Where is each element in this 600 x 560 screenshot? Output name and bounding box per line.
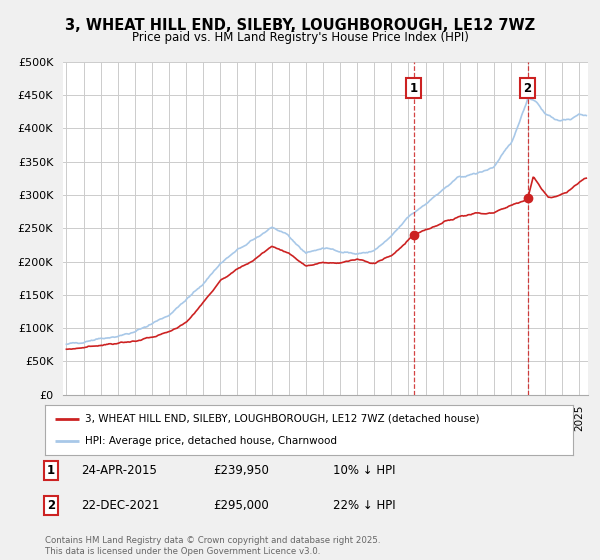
Text: 3, WHEAT HILL END, SILEBY, LOUGHBOROUGH, LE12 7WZ: 3, WHEAT HILL END, SILEBY, LOUGHBOROUGH,…	[65, 18, 535, 33]
Text: £295,000: £295,000	[213, 499, 269, 512]
Text: Contains HM Land Registry data © Crown copyright and database right 2025.
This d: Contains HM Land Registry data © Crown c…	[45, 536, 380, 556]
Text: 24-APR-2015: 24-APR-2015	[81, 464, 157, 477]
Text: 1: 1	[410, 82, 418, 95]
Text: 1: 1	[47, 464, 55, 477]
Text: 2: 2	[524, 82, 532, 95]
Text: 10% ↓ HPI: 10% ↓ HPI	[333, 464, 395, 477]
Text: Price paid vs. HM Land Registry's House Price Index (HPI): Price paid vs. HM Land Registry's House …	[131, 31, 469, 44]
Text: 22% ↓ HPI: 22% ↓ HPI	[333, 499, 395, 512]
Text: £239,950: £239,950	[213, 464, 269, 477]
Text: HPI: Average price, detached house, Charnwood: HPI: Average price, detached house, Char…	[85, 436, 337, 446]
Text: 22-DEC-2021: 22-DEC-2021	[81, 499, 160, 512]
Text: 2: 2	[47, 499, 55, 512]
Text: 3, WHEAT HILL END, SILEBY, LOUGHBOROUGH, LE12 7WZ (detached house): 3, WHEAT HILL END, SILEBY, LOUGHBOROUGH,…	[85, 414, 479, 424]
